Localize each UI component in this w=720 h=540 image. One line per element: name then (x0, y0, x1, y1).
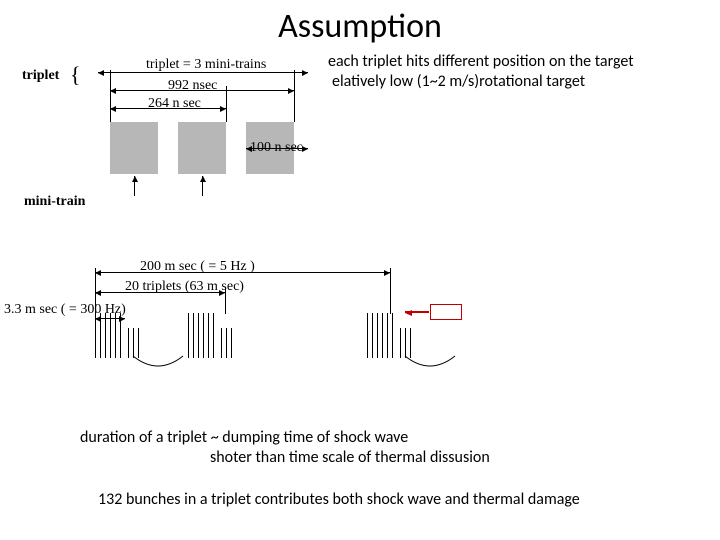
d2-tick-3 (390, 268, 391, 314)
burst-line (392, 313, 393, 358)
burst-line (105, 313, 106, 358)
burst-line (193, 313, 194, 358)
page-title: Assumption (0, 6, 720, 47)
tick-left (110, 70, 111, 122)
burst-line (95, 313, 96, 358)
burst-line (115, 313, 116, 358)
gap-arc-1 (128, 354, 188, 378)
label-992: 992 nsec (168, 78, 217, 94)
burst-line (377, 313, 378, 358)
triplet-word: triplet (22, 68, 59, 84)
burst-line (188, 313, 189, 358)
bottom-line-1: duration of a triplet ~ dumping time of … (80, 428, 408, 449)
label-mini-train: mini-train (24, 194, 85, 210)
brace-icon: { (70, 62, 81, 88)
label-200ms: 200 m sec ( = 5 Hz ) (140, 259, 255, 275)
burst-line (213, 313, 214, 358)
bottom-line-3: 132 bunches in a triplet contributes bot… (98, 490, 580, 511)
red-box (430, 304, 462, 320)
tick-right (294, 70, 295, 122)
burst-line (382, 313, 383, 358)
label-33: 3.3 m sec ( = 300 Hz) (4, 302, 126, 318)
mini-train-box-2 (178, 122, 226, 174)
assumption-line-1: each triplet hits different position on … (328, 52, 634, 73)
label-20trip: 20 triplets (63 m sec) (125, 279, 244, 295)
diagram-timing: 200 m sec ( = 5 Hz ) 20 triplets (63 m s… (10, 260, 470, 395)
burst-line (203, 313, 204, 358)
arrow-up-2 (202, 176, 203, 196)
caption-triplet: triplet = 3 mini-trains (146, 57, 266, 73)
burst-line (120, 313, 121, 358)
d2-tick-2 (225, 288, 226, 314)
burst-line (208, 313, 209, 358)
burst-line (367, 313, 368, 358)
label-100: 100 n sec (250, 140, 303, 156)
d2-tick-1 (95, 268, 96, 314)
arrow-up-1 (134, 176, 135, 196)
label-264: 264 n sec (148, 96, 201, 112)
burst-line (231, 328, 232, 358)
red-arrow-icon (405, 311, 429, 313)
diagram-triplet: triplet { triplet = 3 mini-trains 992 ns… (18, 60, 328, 210)
burst-line (110, 313, 111, 358)
gap-arc-2 (400, 354, 460, 378)
burst-line (387, 313, 388, 358)
assumption-line-2: elatively low (1~2 m/s)rotational target (332, 72, 585, 93)
burst-line (372, 313, 373, 358)
bottom-line-2: shoter than time scale of thermal dissus… (210, 448, 490, 469)
burst-line (221, 328, 222, 358)
mini-train-box-1 (110, 122, 158, 174)
burst-line (100, 313, 101, 358)
burst-line (226, 328, 227, 358)
burst-line (198, 313, 199, 358)
tick-mid (226, 86, 227, 122)
